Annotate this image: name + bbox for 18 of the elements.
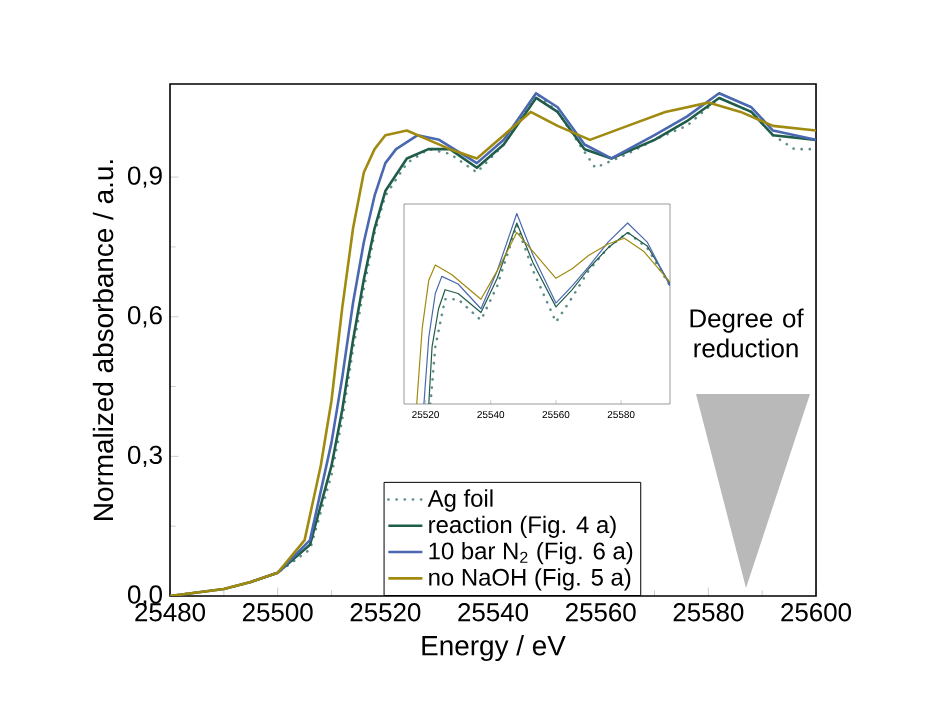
x-tick-label: 25500 bbox=[242, 603, 313, 622]
x-tick-label: 25580 bbox=[673, 603, 744, 622]
legend-label: no NaOH (Fig. 5 a) bbox=[429, 568, 631, 591]
y-tick-label: 0,6 bbox=[127, 306, 162, 328]
y-axis-title: Normalized absorbance / a.u. bbox=[92, 160, 114, 520]
x-tick-label: 25560 bbox=[565, 603, 636, 622]
x-tick-label: 25600 bbox=[781, 603, 852, 622]
y-tick-label: 0,9 bbox=[127, 166, 162, 188]
y-tick-label: 0,3 bbox=[127, 445, 162, 468]
x-axis-title: Energy / eV bbox=[422, 635, 566, 662]
y-tick-label: 0,0 bbox=[127, 585, 162, 607]
x-tick-label: 25540 bbox=[458, 603, 529, 622]
annotation: Degree of reduction bbox=[690, 308, 804, 358]
legend-label: Ag foil bbox=[427, 489, 493, 512]
legend-label: reaction (Fig. 4 a) bbox=[429, 515, 616, 538]
legend-label: 10 bar N$_{2}$ (Fig. 6 a) bbox=[429, 541, 633, 565]
x-tick-label: 25480 bbox=[135, 603, 206, 622]
x-tick-label: 25520 bbox=[350, 603, 421, 622]
